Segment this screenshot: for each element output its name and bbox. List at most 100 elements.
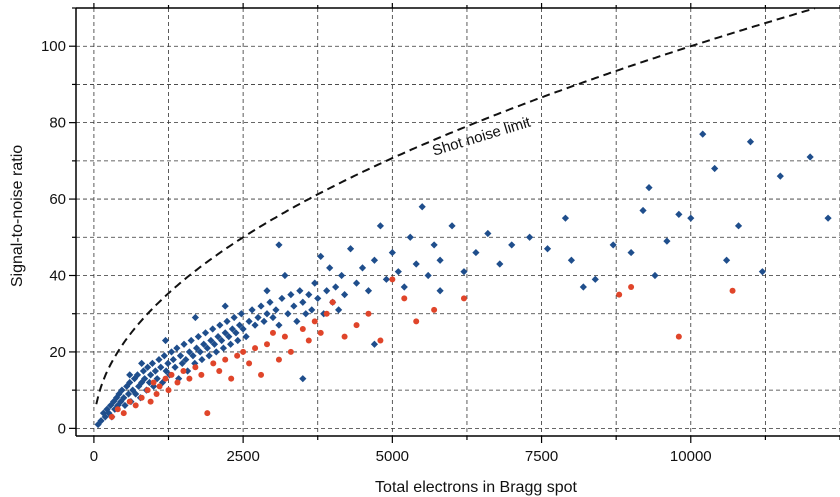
data-point-blue: [358, 264, 367, 272]
data-point-blue: [645, 184, 653, 192]
data-point-blue: [430, 241, 438, 249]
data-point-blue: [178, 359, 186, 367]
data-point-blue: [194, 333, 202, 341]
data-point-blue: [496, 260, 504, 268]
data-point-blue: [223, 317, 231, 325]
data-point-blue: [153, 375, 161, 383]
data-point-blue: [338, 271, 346, 280]
y-axis-title: Signal-to-noise ratio: [9, 145, 26, 287]
data-point-red: [365, 310, 372, 317]
data-point-blue: [169, 355, 177, 364]
data-point-blue: [627, 248, 635, 257]
data-point-blue: [266, 298, 274, 306]
data-point-blue: [235, 321, 244, 329]
data-point-blue: [129, 386, 137, 394]
data-point-blue: [335, 306, 343, 314]
x-tick-label: 2500: [226, 448, 259, 465]
data-point-blue: [275, 241, 283, 249]
data-point-red: [275, 356, 282, 363]
data-point-red: [120, 410, 127, 417]
data-point-blue: [579, 283, 587, 291]
y-tick-label: 0: [58, 420, 66, 437]
data-point-blue: [299, 375, 307, 383]
data-point-red: [147, 398, 154, 405]
data-point-blue: [424, 271, 432, 280]
data-point-blue: [436, 287, 444, 295]
data-point-red: [132, 402, 139, 409]
data-point-red: [281, 333, 288, 340]
data-point-blue: [758, 268, 767, 276]
data-points: [94, 130, 832, 429]
data-point-blue: [226, 340, 235, 348]
data-point-blue: [133, 371, 142, 379]
data-point-blue: [167, 348, 176, 356]
data-point-blue: [132, 390, 140, 398]
data-point-blue: [187, 336, 195, 345]
data-point-blue: [242, 333, 250, 341]
data-point-blue: [216, 321, 224, 329]
data-point-blue: [198, 355, 206, 364]
data-point-blue: [149, 382, 158, 390]
data-point-blue: [746, 138, 755, 146]
data-point-blue: [311, 279, 319, 287]
data-point-red: [305, 337, 312, 344]
data-point-blue: [722, 256, 731, 264]
data-point-red: [252, 345, 259, 352]
data-point-blue: [287, 291, 295, 299]
data-point-blue: [191, 359, 199, 367]
data-point-blue: [173, 344, 181, 352]
data-point-blue: [230, 313, 238, 322]
data-point-red: [216, 368, 223, 375]
data-point-blue: [126, 378, 134, 387]
data-point-blue: [207, 336, 215, 345]
data-point-red: [192, 364, 199, 371]
data-point-red: [353, 322, 360, 329]
data-point-blue: [388, 248, 396, 257]
data-point-blue: [234, 336, 242, 345]
data-point-blue: [543, 245, 552, 253]
data-point-red: [210, 360, 217, 367]
data-point-red: [186, 375, 193, 382]
y-tick-label: 60: [49, 191, 66, 208]
data-point-blue: [370, 256, 379, 264]
data-point-blue: [663, 237, 671, 245]
data-point-blue: [278, 294, 286, 303]
data-point-red: [165, 387, 172, 394]
data-point-blue: [824, 214, 832, 222]
y-tick-label: 20: [49, 344, 66, 361]
data-point-blue: [185, 348, 194, 356]
data-point-blue: [135, 382, 143, 390]
data-point-red: [413, 318, 420, 325]
data-point-red: [150, 379, 157, 386]
data-point-blue: [214, 333, 222, 341]
data-point-blue: [806, 153, 814, 161]
data-point-red: [269, 329, 276, 336]
data-point-blue: [209, 325, 217, 333]
data-point-blue: [293, 317, 301, 325]
data-point-blue: [382, 275, 390, 283]
data-point-blue: [281, 271, 289, 280]
data-point-blue: [346, 245, 355, 253]
data-point-red: [144, 387, 151, 394]
x-tick-label: 5000: [376, 448, 409, 465]
data-point-blue: [308, 306, 316, 314]
data-point-red: [729, 287, 736, 294]
data-point-blue: [299, 298, 307, 306]
data-point-red: [114, 406, 121, 413]
data-point-blue: [394, 268, 402, 276]
data-point-blue: [526, 233, 534, 241]
data-point-red: [168, 371, 175, 378]
data-point-blue: [269, 313, 277, 322]
data-point-red: [198, 371, 205, 378]
data-point-blue: [484, 229, 492, 238]
data-point-blue: [118, 386, 126, 394]
data-point-blue: [205, 352, 213, 360]
data-point-blue: [237, 310, 245, 318]
data-point-blue: [162, 367, 170, 375]
data-point-blue: [448, 222, 456, 230]
data-point-blue: [191, 313, 199, 322]
data-point-blue: [251, 321, 259, 329]
data-point-blue: [302, 310, 310, 318]
data-point-blue: [734, 222, 743, 230]
